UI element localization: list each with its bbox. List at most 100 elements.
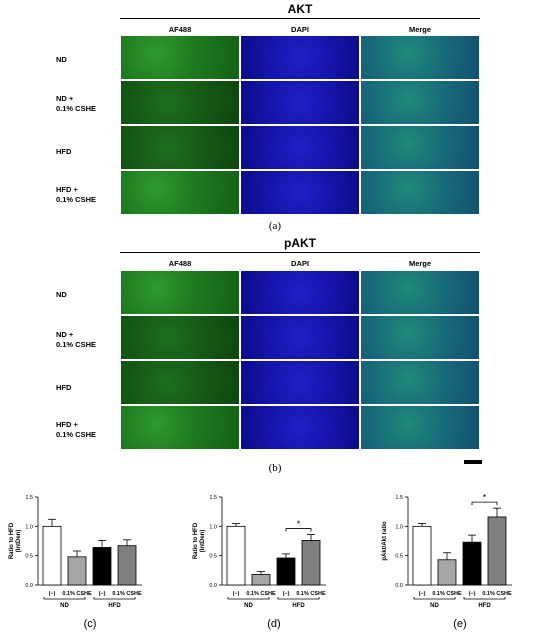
panel-b-title-rule <box>120 252 480 253</box>
chart-e-ytick-label-0: 0.0 <box>395 583 403 589</box>
chart-c-xtick-label-2: (−) <box>99 591 106 597</box>
panel-a-title-rule <box>120 18 480 19</box>
panel-b-row-hfd: HFD <box>56 383 72 392</box>
panel-a-label: (a) <box>268 220 282 232</box>
panel-b-image-row3-dapi <box>241 361 359 404</box>
chart-e-group-label-0: ND <box>430 603 439 609</box>
chart-d-ytick-label-3: 1.5 <box>209 495 217 501</box>
chart-d-group-bracket-0 <box>227 597 270 600</box>
panel-b-label: (b) <box>268 462 282 474</box>
panel-b-image-row4-dapi <box>241 406 359 449</box>
chart-d-bar-3 <box>301 540 321 586</box>
panel-b-col-merge: Merge <box>408 259 432 268</box>
chart-e-ytick-label-2: 1.0 <box>395 524 403 530</box>
bar-charts: 0.0 0.5 1.0 1.5 Ratio to HFD(IntDen) (−) 0.1% … <box>9 493 512 630</box>
panel-a-row-hfd: HFD <box>56 147 72 156</box>
panel-a-col-merge: Merge <box>408 25 432 34</box>
panel-a-image-row1-dapi <box>241 36 359 79</box>
panel-b-image-row3-merge <box>361 361 479 404</box>
chart-e-xtick-label-1: 0.1% CSHE <box>432 591 462 597</box>
panel-a-image-row3-merge <box>361 126 479 169</box>
chart-d-ytick-label-0: 0.0 <box>209 583 217 589</box>
panel-b-col-af488: AF488 <box>168 259 192 268</box>
scale-bar <box>464 460 482 464</box>
chart-c-label: (c) <box>84 618 97 630</box>
chart-e-bar-2 <box>462 541 482 586</box>
panel-a-row-hfd-cshe: HFD + 0.1% CSHE <box>56 185 97 204</box>
chart-e-xtick-label-3: 0.1% CSHE <box>482 591 512 597</box>
chart-d-bar-0 <box>226 525 246 586</box>
chart-e-sig-bracket-0 <box>471 501 498 506</box>
chart-e-bar-3 <box>487 516 507 586</box>
chart-c-ytick-label-0: 0.0 <box>25 583 33 589</box>
panel-b-image-row2-dapi <box>241 316 359 359</box>
chart-e-xtick-label-2: (−) <box>469 591 476 597</box>
chart-e-xtick-label-0: (−) <box>419 591 426 597</box>
panel-a-image-row2-af488 <box>121 81 239 124</box>
chart-c-bar-3 <box>117 545 137 586</box>
chart-e-ytick-label-1: 0.5 <box>395 554 403 560</box>
chart-c-group-label-1: HFD <box>108 603 121 609</box>
chart-d-ylabel: Ratio to HFD(IntDen) <box>193 522 206 559</box>
panel-a-col-af488: AF488 <box>168 25 192 34</box>
chart-c-ytick-label-2: 1.0 <box>25 524 33 530</box>
chart-c-xtick-label-3: 0.1% CSHE <box>112 591 142 597</box>
chart-d-bar-1 <box>251 574 271 586</box>
panel-b-title: pAKT <box>284 236 316 250</box>
chart-d-xtick-label-0: (−) <box>233 591 240 597</box>
chart-d-sig-bracket-0 <box>285 528 312 532</box>
panel-b-image-row4-af488 <box>121 406 239 449</box>
chart-d-bar-2 <box>276 557 296 586</box>
chart-c-xtick-label-1: 0.1% CSHE <box>62 591 92 597</box>
panel-b-image-row1-dapi <box>241 271 359 314</box>
panel-a-image-row4-dapi <box>241 171 359 214</box>
chart-c-group-label-0: ND <box>60 603 69 609</box>
panel-b-col-dapi: DAPI <box>291 259 309 268</box>
chart-c-bar-2 <box>92 547 112 586</box>
chart-c-group-bracket-0 <box>43 597 86 600</box>
panel-b-image-row4-merge <box>361 406 479 449</box>
panel-a-row-nd: ND <box>56 55 67 64</box>
panel-b-image-row2-merge <box>361 316 479 359</box>
panel-a-image-row4-merge <box>361 171 479 214</box>
chart-c-bar-1 <box>67 556 87 586</box>
chart-e-bar-1 <box>437 559 457 586</box>
panel-a-image-row1-af488 <box>121 36 239 79</box>
panel-a-title: AKT <box>287 2 313 16</box>
chart-e-group-bracket-0 <box>413 597 456 600</box>
chart-d-group-label-0: ND <box>244 603 253 609</box>
panel-a-row-nd-cshe: ND + 0.1% CSHE <box>56 94 97 113</box>
chart-d-xtick-label-3: 0.1% CSHE <box>296 591 326 597</box>
chart-d-ytick-label-1: 0.5 <box>209 554 217 560</box>
panel-a-image-row3-dapi <box>241 126 359 169</box>
chart-e-sig-label-0: * <box>483 493 487 503</box>
panel-a-col-dapi: DAPI <box>291 25 309 34</box>
panel-b-image-row3-af488 <box>121 361 239 404</box>
chart-d-group-bracket-1 <box>277 597 320 600</box>
chart-c-group-bracket-1 <box>93 597 136 600</box>
chart-c-ytick-label-3: 1.5 <box>25 495 33 501</box>
chart-d-group-label-1: HFD <box>292 603 305 609</box>
panel-b-row-nd-cshe: ND + 0.1% CSHE <box>56 330 97 349</box>
panel-b-image-row1-af488 <box>121 271 239 314</box>
chart-e-label: (e) <box>453 618 466 630</box>
panel-a-image-row1-merge <box>361 36 479 79</box>
chart-e-bar-0 <box>412 525 432 586</box>
chart-e-group-bracket-1 <box>463 597 506 600</box>
chart-d-sig-label-0: * <box>297 519 301 529</box>
chart-d-xtick-label-1: 0.1% CSHE <box>246 591 276 597</box>
panel-b-row-hfd-cshe: HFD + 0.1% CSHE <box>56 420 97 439</box>
chart-e-ylabel: pAkt/Akt ratio <box>382 521 388 561</box>
panel-a-image-row4-af488 <box>121 171 239 214</box>
chart-d-xtick-label-2: (−) <box>283 591 290 597</box>
chart-c-ylabel: Ratio to HFD(IntDen) <box>9 522 22 559</box>
chart-e-group-label-1: HFD <box>478 603 491 609</box>
panel-a-image-row2-dapi <box>241 81 359 124</box>
chart-e-ytick-label-3: 1.5 <box>395 495 403 501</box>
chart-d-ytick-label-2: 1.0 <box>209 524 217 530</box>
chart-d-label: (d) <box>267 618 280 630</box>
panel-a-image-row2-merge <box>361 81 479 124</box>
chart-c-bar-0 <box>42 525 62 586</box>
chart-c-ytick-label-1: 0.5 <box>25 554 33 560</box>
chart-c-xtick-label-0: (−) <box>49 591 56 597</box>
